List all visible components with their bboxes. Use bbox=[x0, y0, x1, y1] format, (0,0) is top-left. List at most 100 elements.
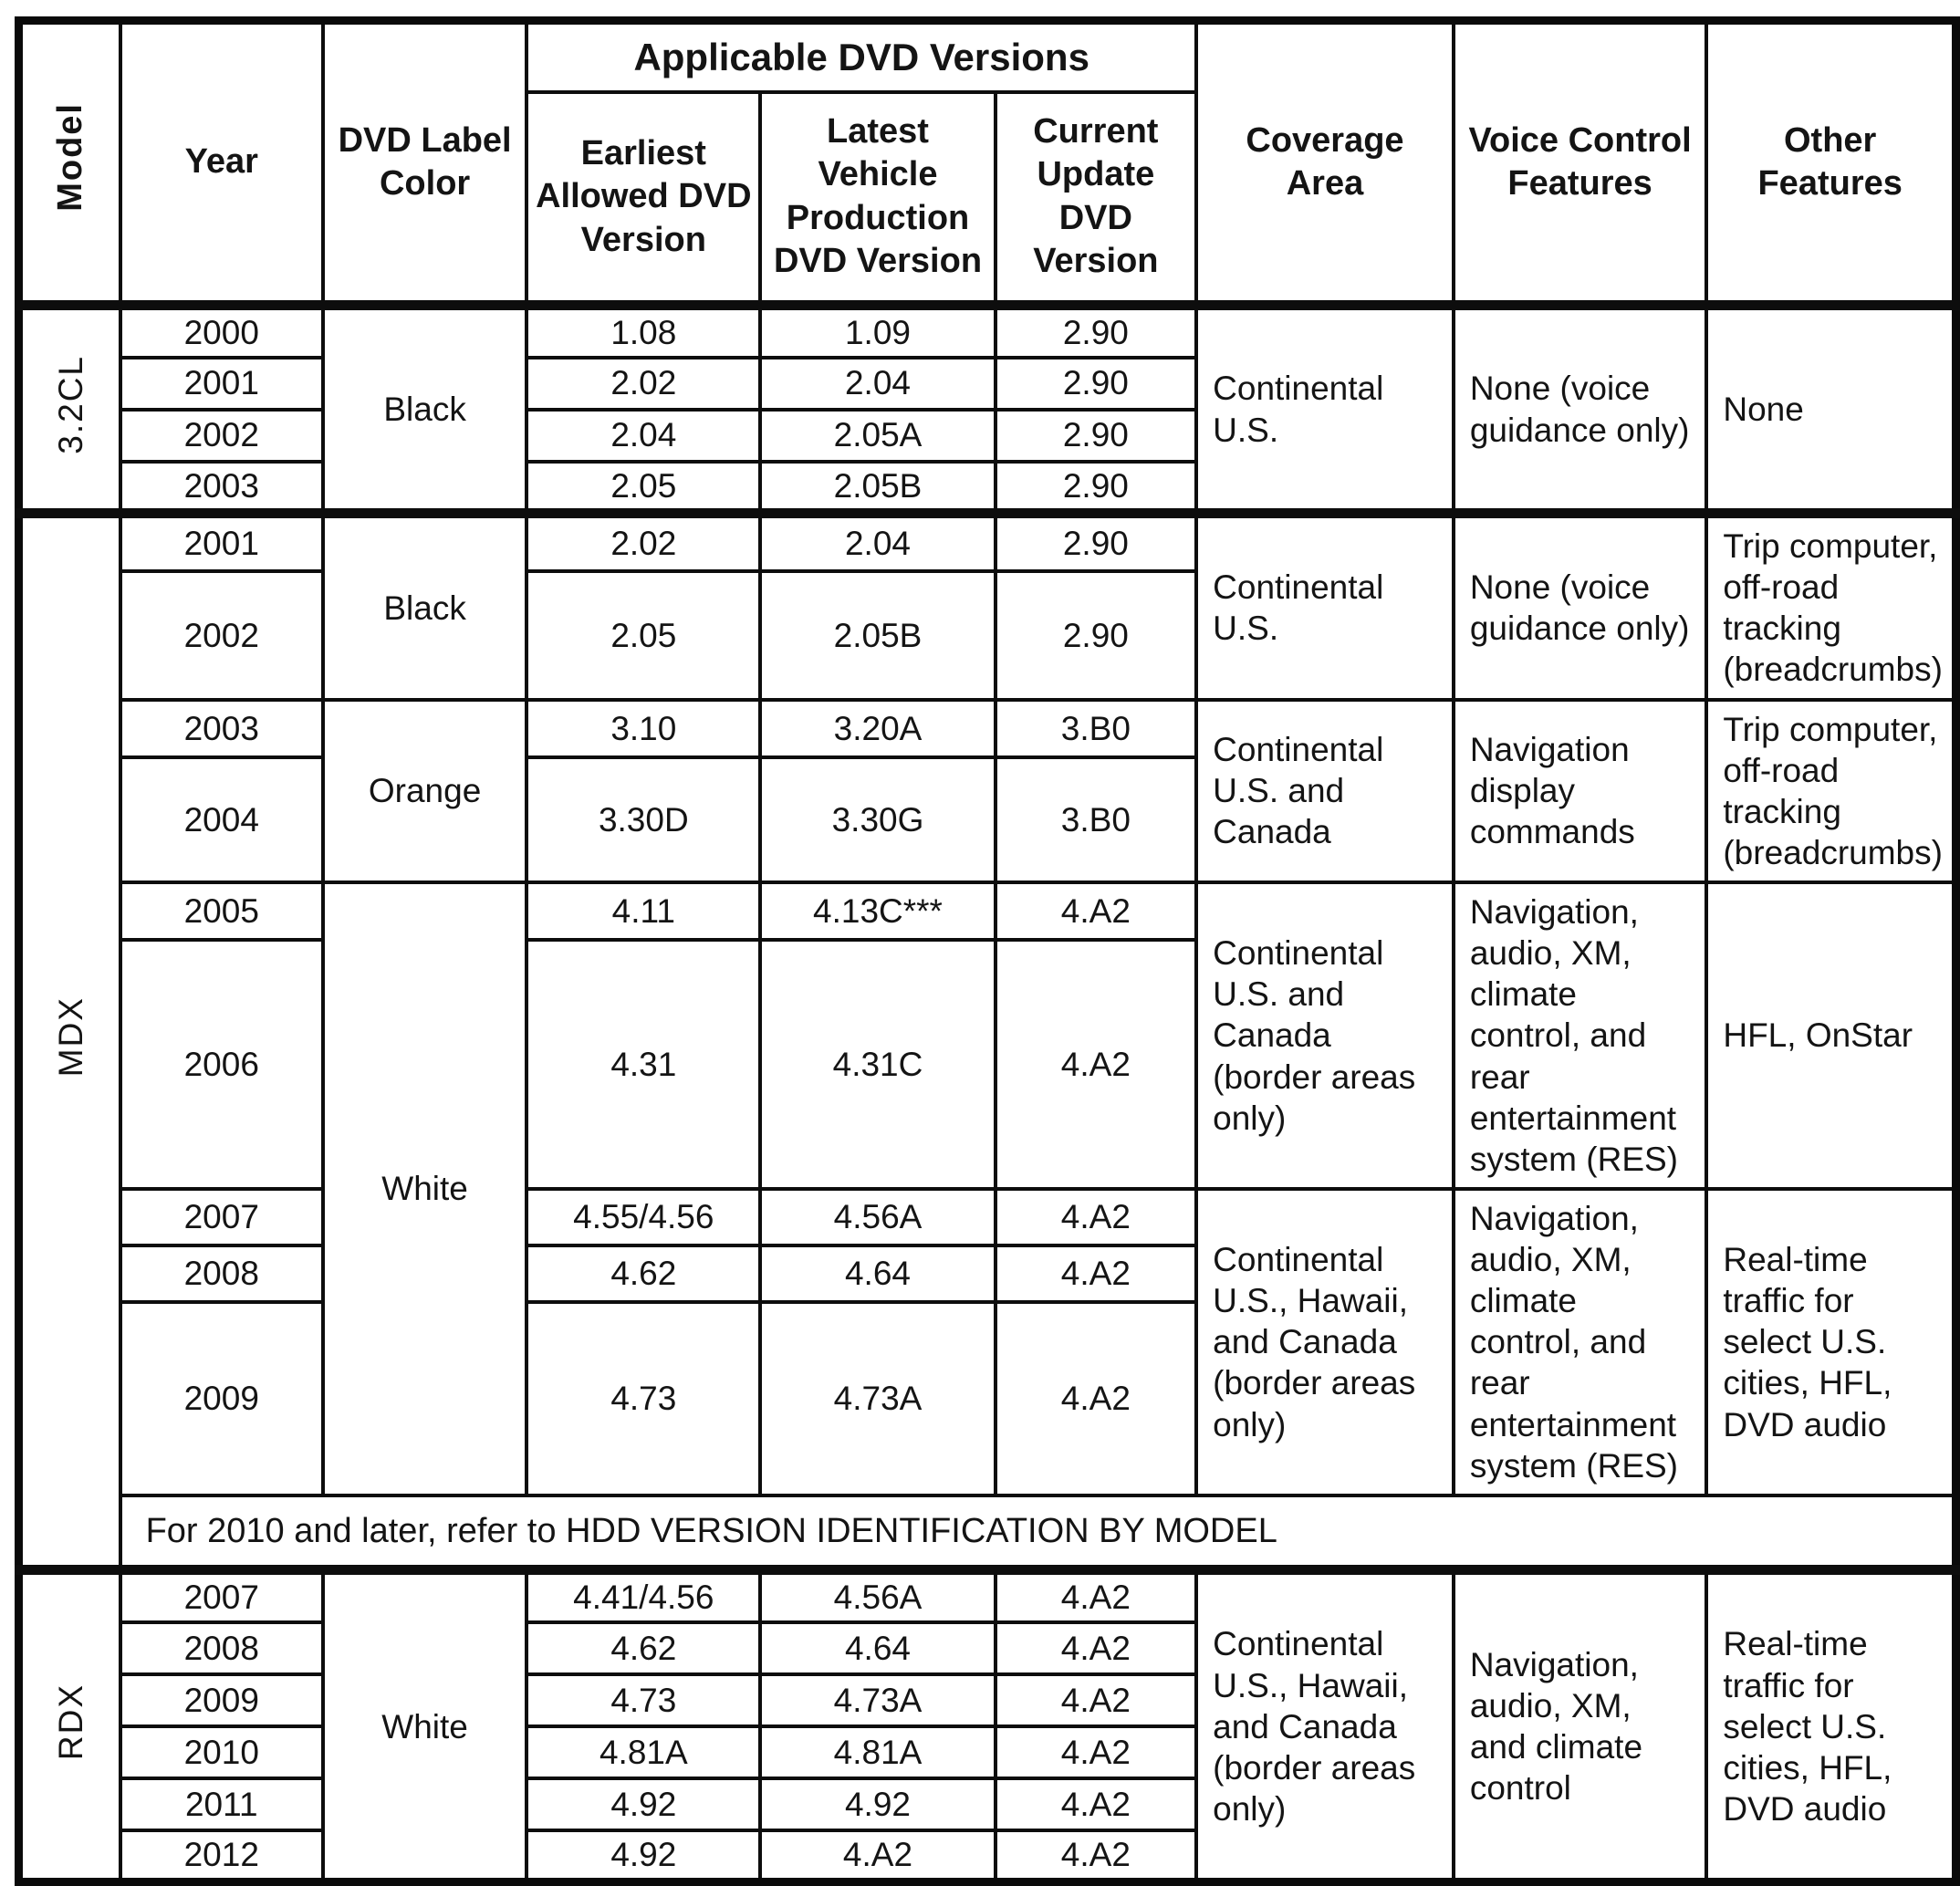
year-cell: 2011 bbox=[118, 1776, 325, 1832]
year-cell: 2001 bbox=[118, 508, 325, 574]
current-version-cell: 2.90 bbox=[993, 459, 1199, 516]
latest-version-cell: 3.30G bbox=[758, 755, 997, 884]
latest-version-cell: 4.92 bbox=[758, 1776, 997, 1832]
current-version-cell: 4.A2 bbox=[993, 1186, 1199, 1247]
table-row: 2009 4.73 4.73A 4.A2 bbox=[19, 1300, 1956, 1497]
table-row: 3.2CL 2000 Black 1.08 1.09 2.90 Continen… bbox=[16, 300, 1958, 516]
table-row: 2003 Orange 3.10 3.20A 3.B0 Continental … bbox=[19, 697, 1958, 884]
earliest-version-cell: 4.92 bbox=[525, 1828, 763, 1884]
latest-version-cell: 4.73A bbox=[758, 1300, 997, 1497]
other-features-cell: None bbox=[1705, 300, 1958, 516]
latest-version-cell: 4.13C*** bbox=[758, 880, 997, 942]
current-version-cell: 4.A2 bbox=[993, 1724, 1199, 1780]
earliest-version-cell: 4.55/4.56 bbox=[525, 1186, 763, 1247]
current-version-cell: 4.A2 bbox=[993, 880, 1199, 942]
model-group-label: MDX bbox=[16, 507, 122, 1572]
other-features-cell: Real-time traffic for select U.S. cities… bbox=[1705, 1186, 1958, 1497]
current-version-cell: 4.A2 bbox=[993, 1776, 1199, 1832]
other-features-cell: Trip computer, off-road tracking (breadc… bbox=[1705, 508, 1958, 702]
table-row: RDX 2007 White 4.41/4.56 4.56A 4.A2 Cont… bbox=[16, 1565, 1958, 1884]
coverage-cell: Continental U.S., Hawaii, and Canada (bo… bbox=[1194, 1565, 1455, 1884]
current-version-cell: 4.A2 bbox=[993, 1300, 1199, 1497]
other-features-cell: Real-time traffic for select U.S. cities… bbox=[1705, 1565, 1958, 1884]
current-version-cell: 2.90 bbox=[993, 407, 1199, 464]
current-version-cell: 2.90 bbox=[993, 355, 1199, 412]
coverage-cell: Continental U.S. and Canada bbox=[1194, 697, 1455, 884]
latest-version-cell: 2.05A bbox=[758, 407, 997, 464]
col-header-other-features: Other Features bbox=[1705, 18, 1958, 307]
current-version-cell: 4.A2 bbox=[993, 937, 1199, 1191]
earliest-version-cell: 1.08 bbox=[525, 300, 763, 359]
label-color-cell: Black bbox=[320, 300, 529, 516]
voice-features-cell: Navigation, audio, XM, and climate contr… bbox=[1451, 1565, 1709, 1884]
table-row: For 2010 and later, refer to HDD VERSION… bbox=[19, 1493, 1958, 1572]
current-version-cell: 4.A2 bbox=[993, 1565, 1199, 1624]
latest-version-cell: 2.04 bbox=[758, 508, 997, 574]
table-row: 2008 4.62 4.64 4.A2 bbox=[19, 1243, 1956, 1305]
current-version-cell: 4.A2 bbox=[993, 1828, 1199, 1884]
model-group-label: 3.2CL bbox=[16, 300, 122, 516]
current-version-cell: 4.A2 bbox=[993, 1243, 1199, 1305]
col-header-dvd-label-color: DVD Label Color bbox=[320, 18, 529, 307]
year-cell: 2008 bbox=[118, 1620, 325, 1676]
current-version-cell: 3.B0 bbox=[993, 755, 1199, 884]
earliest-version-cell: 3.10 bbox=[525, 697, 763, 760]
table-row: 2006 4.31 4.31C 4.A2 bbox=[19, 937, 1956, 1191]
latest-version-cell: 2.05B bbox=[758, 459, 997, 516]
voice-features-cell: None (voice guidance only) bbox=[1451, 508, 1709, 702]
voice-features-cell: Navigation, audio, XM, climate control, … bbox=[1451, 880, 1709, 1191]
other-features-cell: Trip computer, off-road tracking (breadc… bbox=[1705, 697, 1958, 884]
year-cell: 2007 bbox=[118, 1565, 325, 1624]
col-header-earliest-allowed: Earliest Allowed DVD Version bbox=[525, 89, 763, 307]
year-cell: 2007 bbox=[118, 1186, 325, 1247]
label-color-cell: White bbox=[320, 1565, 529, 1884]
col-header-latest-production: Latest Vehicle Production DVD Version bbox=[758, 89, 997, 307]
col-header-voice-control: Voice Control Features bbox=[1451, 18, 1709, 307]
coverage-cell: Continental U.S. bbox=[1194, 300, 1455, 516]
year-cell: 2008 bbox=[118, 1243, 325, 1305]
current-version-cell: 2.90 bbox=[993, 508, 1199, 574]
latest-version-cell: 2.05B bbox=[758, 569, 997, 702]
coverage-cell: Continental U.S. bbox=[1194, 508, 1455, 702]
latest-version-cell: 4.81A bbox=[758, 1724, 997, 1780]
dvd-version-table: Model Year DVD Label Color Applicable DV… bbox=[15, 16, 1960, 1886]
latest-version-cell: 4.56A bbox=[758, 1186, 997, 1247]
coverage-cell: Continental U.S., Hawaii, and Canada (bo… bbox=[1194, 1186, 1455, 1497]
year-cell: 2009 bbox=[118, 1672, 325, 1728]
table-row: 2005 White 4.11 4.13C*** 4.A2 Continenta… bbox=[19, 880, 1958, 1497]
year-cell: 2012 bbox=[118, 1828, 325, 1884]
year-cell: 2009 bbox=[118, 1300, 325, 1497]
latest-version-cell: 1.09 bbox=[758, 300, 997, 359]
year-cell: 2003 bbox=[118, 697, 325, 760]
earliest-version-cell: 4.31 bbox=[525, 937, 763, 1191]
latest-version-cell: 4.73A bbox=[758, 1672, 997, 1728]
table-row: 2007 4.55/4.56 4.56A 4.A2 Continental U.… bbox=[19, 1186, 1958, 1497]
latest-version-cell: 4.56A bbox=[758, 1565, 997, 1624]
model-label-rdx: RDX bbox=[51, 1683, 89, 1761]
earliest-version-cell: 2.02 bbox=[525, 355, 763, 412]
earliest-version-cell: 4.41/4.56 bbox=[525, 1565, 763, 1624]
year-cell: 2001 bbox=[118, 355, 325, 412]
earliest-version-cell: 4.81A bbox=[525, 1724, 763, 1780]
col-header-applicable-dvd-versions: Applicable DVD Versions bbox=[525, 18, 1199, 94]
earliest-version-cell: 2.02 bbox=[525, 508, 763, 574]
earliest-version-cell: 4.73 bbox=[525, 1300, 763, 1497]
table-row: 2004 3.30D 3.30G 3.B0 bbox=[19, 755, 1956, 884]
year-cell: 2003 bbox=[118, 459, 325, 516]
current-version-cell: 2.90 bbox=[993, 569, 1199, 702]
current-version-cell: 4.A2 bbox=[993, 1672, 1199, 1728]
label-color-cell: Black bbox=[320, 508, 529, 702]
earliest-version-cell: 4.11 bbox=[525, 880, 763, 942]
label-color-cell: Orange bbox=[320, 697, 529, 884]
model-label-mdx: MDX bbox=[51, 996, 89, 1078]
label-color-cell: White bbox=[320, 880, 529, 1497]
model-group-label: RDX bbox=[16, 1565, 122, 1884]
table-row: 2008 4.62 4.64 4.A2 bbox=[19, 1620, 1956, 1676]
table-row: 2001 2.02 2.04 2.90 bbox=[19, 355, 1956, 412]
table-row: 2002 2.04 2.05A 2.90 bbox=[19, 407, 1956, 464]
model-header-label: Model bbox=[50, 101, 89, 212]
col-header-year: Year bbox=[118, 18, 325, 307]
year-cell: 2002 bbox=[118, 407, 325, 464]
table-row: 2003 2.05 2.05B 2.90 bbox=[19, 459, 1956, 516]
earliest-version-cell: 2.05 bbox=[525, 459, 763, 516]
